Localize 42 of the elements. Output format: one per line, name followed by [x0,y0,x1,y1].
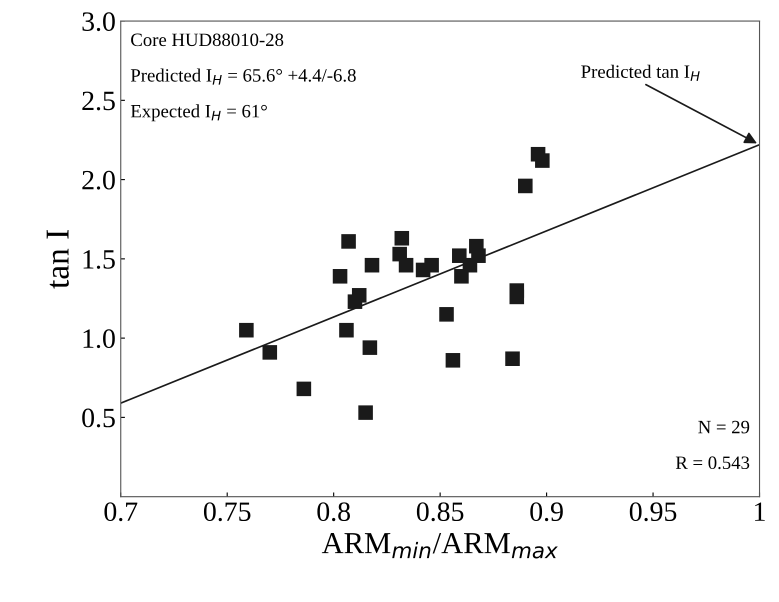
point [239,322,254,338]
annotation: N = 29 [698,420,750,434]
point [518,178,533,194]
point [341,234,356,249]
point [452,248,467,263]
y-tick-label: 2.0 [82,170,115,190]
point [339,322,354,338]
annotation: Predicted I$_{H}$ = 65.6° +4.4/-6.8 [130,68,356,85]
point [332,269,348,284]
x-tick-label: 0.75 [204,502,250,522]
point [510,290,524,304]
point [394,230,410,246]
annotation: Core HUD88010-28 [131,34,284,46]
point [364,258,380,272]
x-tick-label: 0.95 [630,502,676,522]
annotation: Predicted tan I$_{H}$ [581,64,700,81]
point [439,307,454,322]
y-tick-label: 1.0 [84,329,115,348]
x-tick-label: 1 [755,502,765,521]
y-tick-label: 1.5 [84,250,115,269]
point [398,258,414,272]
x-tick-label: 0.8 [317,502,350,522]
point [424,258,439,272]
x-tick-label: 0.9 [530,502,563,522]
point [296,382,312,396]
y-tick-label: 0.5 [82,408,115,428]
annotation: R = 0.543 [676,456,750,470]
point [262,345,278,360]
point [535,153,550,168]
x-tick-label: 0.85 [416,502,464,522]
point [352,288,367,303]
x-tick-label: 0.7 [104,502,138,522]
point [446,353,460,368]
y-axis-title: tan I [46,230,69,289]
point [505,351,520,366]
y-tick-label: 2.5 [82,92,115,110]
point [454,269,469,284]
point [358,405,373,420]
y-tick-label: 3.0 [82,12,115,32]
x-axis-title: ARM$_{min}$/ARM$_{max}$ [322,532,558,558]
annotation: Expected I$_{H}$ = 61° [130,104,267,122]
point [362,340,378,355]
